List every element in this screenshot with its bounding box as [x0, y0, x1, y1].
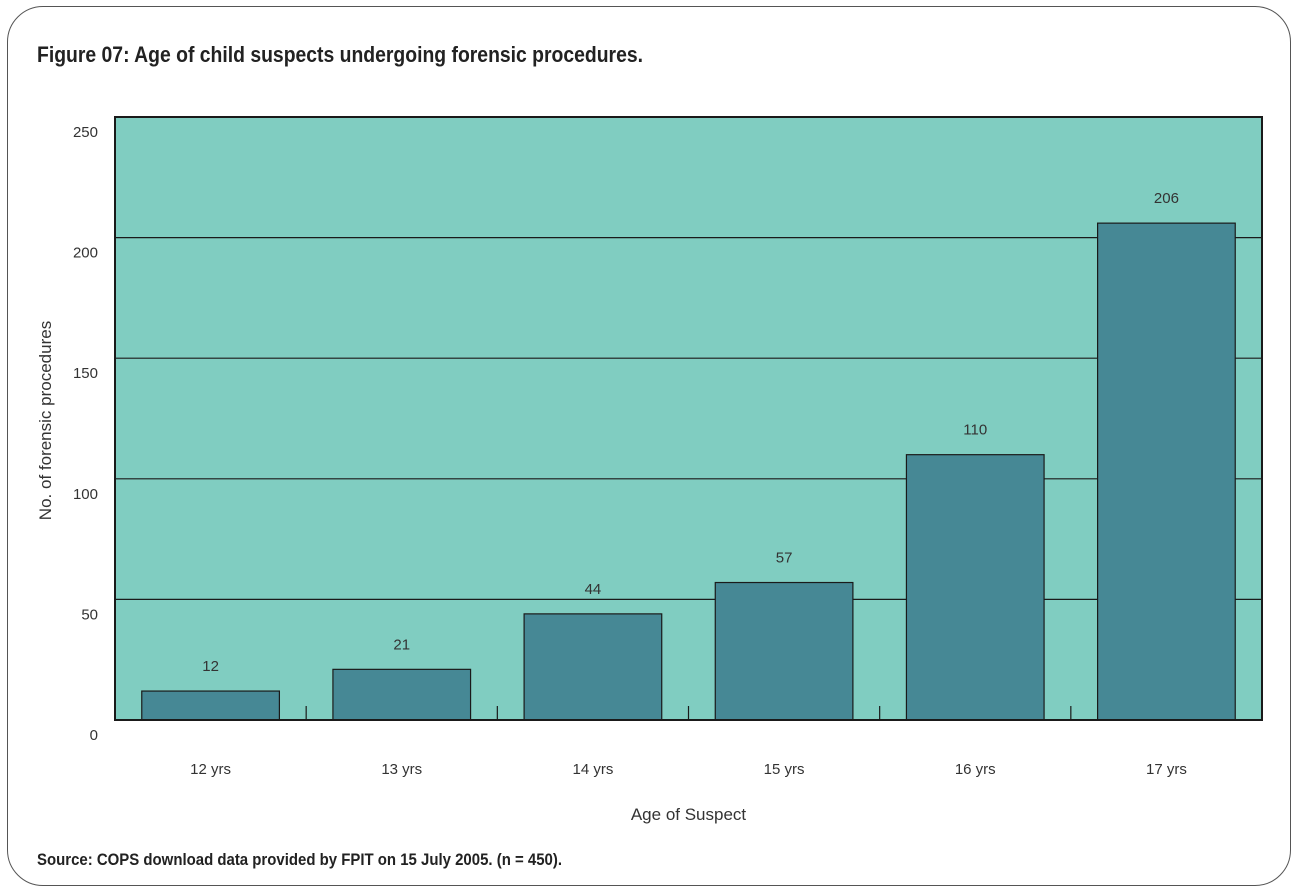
x-tick-label: 16 yrs: [955, 761, 996, 778]
y-tick-label: 250: [73, 124, 98, 141]
y-tick-label: 100: [73, 486, 98, 503]
data-label: 21: [393, 636, 410, 653]
data-label: 206: [1154, 190, 1179, 207]
y-tick-label: 150: [73, 365, 98, 382]
plot-border: [114, 116, 1263, 721]
x-tick-label: 12 yrs: [190, 761, 231, 778]
data-label: 57: [776, 550, 793, 567]
x-axis-title: Age of Suspect: [631, 805, 747, 824]
bars: [141, 222, 1236, 721]
plot-area: [115, 117, 1262, 720]
data-labels: 12 21 44 57 110 206: [202, 190, 1179, 675]
data-label: 12: [202, 658, 219, 675]
y-tick-label: 0: [90, 727, 98, 744]
data-label: 110: [963, 422, 987, 439]
figure-title: Figure 07: Age of child suspects undergo…: [37, 42, 644, 67]
bar: [141, 690, 281, 721]
y-axis-title: No. of forensic procedures: [36, 321, 55, 520]
data-label: 44: [585, 581, 602, 598]
bar: [905, 454, 1045, 721]
y-axis-ticks: 0 50 100 150 200 250: [73, 124, 98, 744]
source-note: Source: COPS download data provided by F…: [37, 850, 562, 869]
bar: [332, 668, 472, 721]
x-axis-categories: 12 yrs 13 yrs 14 yrs 15 yrs 16 yrs 17 yrs: [190, 761, 1187, 778]
x-tick-label: 14 yrs: [572, 761, 613, 778]
y-tick-label: 200: [73, 245, 98, 262]
x-tick-label: 13 yrs: [381, 761, 422, 778]
x-tick-label: 17 yrs: [1146, 761, 1187, 778]
bar: [1096, 222, 1236, 721]
x-axis-tick-marks: [305, 706, 1072, 720]
x-tick-label: 15 yrs: [764, 761, 805, 778]
bar: [714, 581, 854, 721]
bar: [523, 613, 663, 721]
y-tick-label: 50: [81, 606, 98, 623]
gridlines: [115, 237, 1262, 601]
